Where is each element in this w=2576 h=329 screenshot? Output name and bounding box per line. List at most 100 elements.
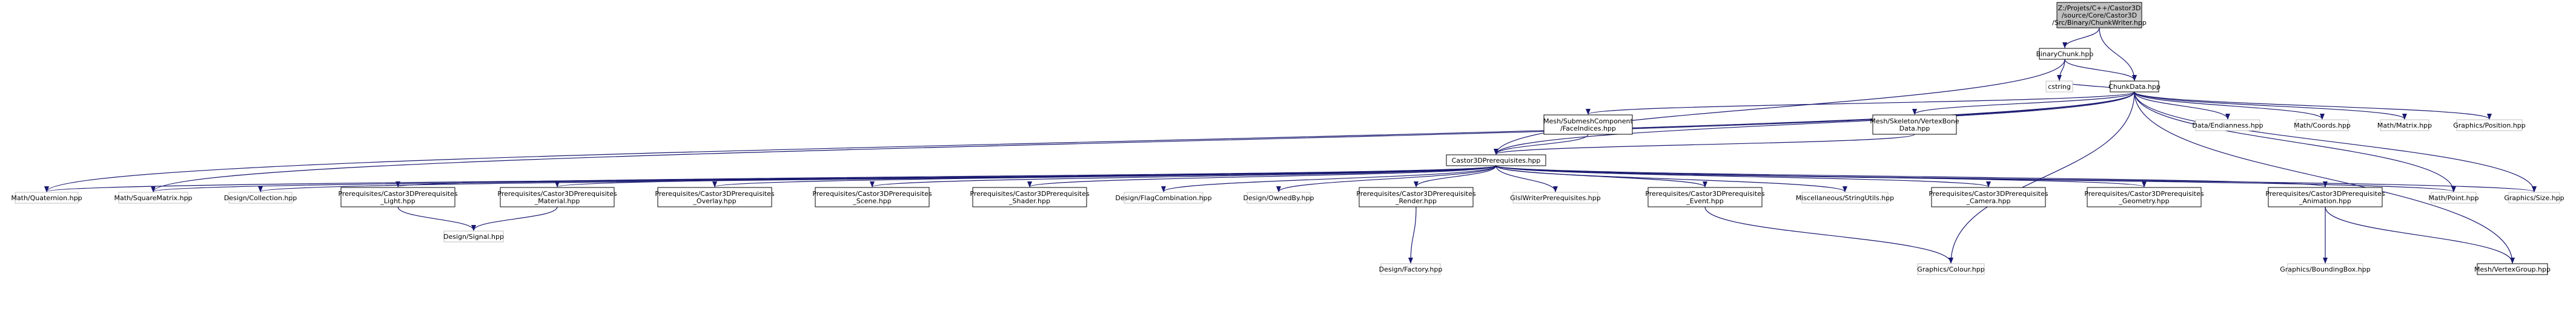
edge-chunkdata-to-matrix [2134, 91, 2407, 120]
node-label-matrix-0: Math/Matrix.hpp [2377, 122, 2432, 129]
node-shader[interactable]: Prerequisites/Castor3DPrerequisites_Shad… [970, 187, 1090, 207]
node-overlay[interactable]: Prerequisites/Castor3DPrerequisites_Over… [655, 187, 775, 207]
node-box-colour [1917, 263, 1985, 275]
node-label-shader-0: Prerequisites/Castor3DPrerequisites [970, 190, 1089, 198]
edge-prereq-to-stringutils [1495, 165, 1847, 192]
edge-prereq-to-flagcombination [1161, 165, 1497, 192]
node-box-stringutils [1801, 192, 1889, 204]
node-label-boundingbox-0: Graphics/BoundingBox.hpp [2280, 265, 2370, 273]
node-label-squarematrix-0: Math/SquareMatrix.hpp [114, 194, 192, 202]
node-label-factory-0: Design/Factory.hpp [1379, 265, 1443, 273]
edge-binarychunk-to-chunkdata [2064, 59, 2137, 81]
node-quaternion: Math/Quaternion.hpp [11, 192, 82, 204]
node-factory: Design/Factory.hpp [1379, 263, 1443, 275]
node-box-signal [443, 230, 504, 243]
node-label-light-1: _Light.hpp [380, 197, 415, 205]
edge-prereq-to-glslwriter [1495, 165, 1558, 192]
node-box-vertexbone [1872, 114, 1957, 135]
node-material[interactable]: Prerequisites/Castor3DPrerequisites_Mate… [497, 187, 617, 207]
edge-chunkdata-to-squarematrix [151, 91, 2135, 192]
node-box-light [340, 187, 455, 207]
edge-chunkdata-to-colour [1949, 91, 2135, 264]
node-signal: Design/Signal.hpp [443, 230, 504, 243]
node-render[interactable]: Prerequisites/Castor3DPrerequisites_Rend… [1356, 187, 1476, 207]
node-geometry[interactable]: Prerequisites/Castor3DPrerequisites_Geom… [2084, 187, 2204, 207]
node-dataendianness: Data/Endianness.hpp [2192, 119, 2263, 131]
node-label-geometry-1: _Geometry.hpp [2118, 197, 2169, 205]
node-vertexgroup[interactable]: Mesh/VertexGroup.hpp [2474, 263, 2551, 275]
node-label-quaternion-0: Math/Quaternion.hpp [11, 194, 82, 202]
node-glslwriter: GlslWriterPrerequisites.hpp [1510, 192, 1601, 204]
edge-prereq-to-animation [1495, 165, 2328, 187]
node-label-event-0: Prerequisites/Castor3DPrerequisites [1645, 190, 1764, 198]
node-box-root [2056, 2, 2142, 28]
node-label-vertexgroup-0: Mesh/VertexGroup.hpp [2474, 265, 2551, 273]
node-box-event [1647, 187, 1763, 207]
node-animation[interactable]: Prerequisites/Castor3DPrerequisites_Anim… [2265, 187, 2385, 207]
node-flagcombination: Design/FlagCombination.hpp [1115, 192, 1212, 204]
node-faceindices[interactable]: Mesh/SubmeshComponent/FaceIndices.hpp [1543, 114, 1634, 135]
node-label-geometry-0: Prerequisites/Castor3DPrerequisites [2084, 190, 2204, 198]
node-label-scene-1: _Scene.hpp [852, 197, 891, 205]
node-box-overlay [657, 187, 772, 207]
node-coords: Math/Coords.hpp [2294, 119, 2351, 131]
edge-prereq-to-overlay [712, 165, 1497, 187]
node-box-ownedby [1247, 192, 1311, 204]
node-label-overlay-1: _Overlay.hpp [692, 197, 736, 205]
edge-root-to-chunkdata [2099, 27, 2137, 81]
node-label-root-0: Z:/Projets/C++/Castor3D [2058, 4, 2141, 12]
node-label-shader-1: _Shader.hpp [1008, 197, 1050, 205]
node-label-cstring-0: cstring [2048, 83, 2071, 91]
edge-event-to-colour [1704, 206, 1953, 264]
node-squarematrix: Math/SquareMatrix.hpp [114, 192, 193, 204]
node-scene[interactable]: Prerequisites/Castor3DPrerequisites_Scen… [812, 187, 932, 207]
node-label-overlay-0: Prerequisites/Castor3DPrerequisites [655, 190, 774, 198]
node-box-glslwriter [1512, 192, 1598, 204]
edge-prereq-to-camera [1495, 165, 1991, 187]
edge-prereq-to-shader [1027, 165, 1497, 187]
node-box-collection [228, 192, 293, 204]
node-box-point [2431, 192, 2477, 204]
node-box-size [2508, 192, 2560, 204]
node-event[interactable]: Prerequisites/Castor3DPrerequisites_Even… [1645, 187, 1765, 207]
node-label-faceindices-0: Mesh/SubmeshComponent [1543, 117, 1633, 125]
node-chunkdata[interactable]: ChunkData.hpp [2108, 80, 2160, 93]
edge-chunkdata-to-dataendianness [2134, 91, 2230, 120]
node-label-material-1: _Material.hpp [534, 197, 580, 205]
node-label-prereq-0: Castor3DPrerequisites.hpp [1452, 157, 1541, 164]
node-box-animation [2268, 187, 2383, 207]
edge-material-to-signal [471, 206, 558, 231]
node-box-binarychunk [2039, 48, 2091, 60]
edge-render-to-factory [1408, 206, 1417, 264]
node-light[interactable]: Prerequisites/Castor3DPrerequisites_Ligh… [338, 187, 458, 207]
edge-light-to-signal [397, 206, 476, 231]
node-root[interactable]: Z:/Projets/C++/Castor3D/source/Core/Cast… [2052, 2, 2147, 28]
node-camera[interactable]: Prerequisites/Castor3DPrerequisites_Came… [1929, 187, 2048, 207]
node-label-binarychunk-0: BinaryChunk.hpp [2036, 50, 2094, 58]
node-collection: Design/Collection.hpp [224, 192, 297, 204]
edge-chunkdata-to-size [2134, 91, 2537, 192]
edge-prereq-to-ownedby [1276, 165, 1497, 192]
edge-faceindices-to-prereq [1494, 134, 1589, 155]
node-label-position-0: Graphics/Position.hpp [2453, 122, 2526, 129]
edge-chunkdata-to-faceindices [1586, 91, 2135, 115]
node-box-geometry [2087, 187, 2202, 207]
node-box-cstring [2045, 80, 2073, 93]
node-box-boundingbox [2287, 263, 2363, 275]
node-box-prereq [1446, 154, 1546, 166]
node-binarychunk[interactable]: BinaryChunk.hpp [2036, 48, 2094, 60]
node-label-render-0: Prerequisites/Castor3DPrerequisites [1356, 190, 1475, 198]
node-label-chunkdata-0: ChunkData.hpp [2108, 83, 2160, 91]
node-label-faceindices-1: /FaceIndices.hpp [1560, 125, 1616, 132]
node-box-flagcombination [1124, 192, 1204, 204]
node-point: Math/Point.hpp [2429, 192, 2479, 204]
edge-prereq-to-size [1495, 165, 2537, 192]
edge-chunkdata-to-quaternion [44, 91, 2135, 192]
node-box-factory [1380, 263, 1441, 275]
edge-prereq-to-scene [870, 165, 1497, 187]
node-box-coords [2296, 119, 2349, 131]
node-prereq[interactable]: Castor3DPrerequisites.hpp [1446, 154, 1546, 166]
node-label-camera-0: Prerequisites/Castor3DPrerequisites [1929, 190, 2048, 198]
